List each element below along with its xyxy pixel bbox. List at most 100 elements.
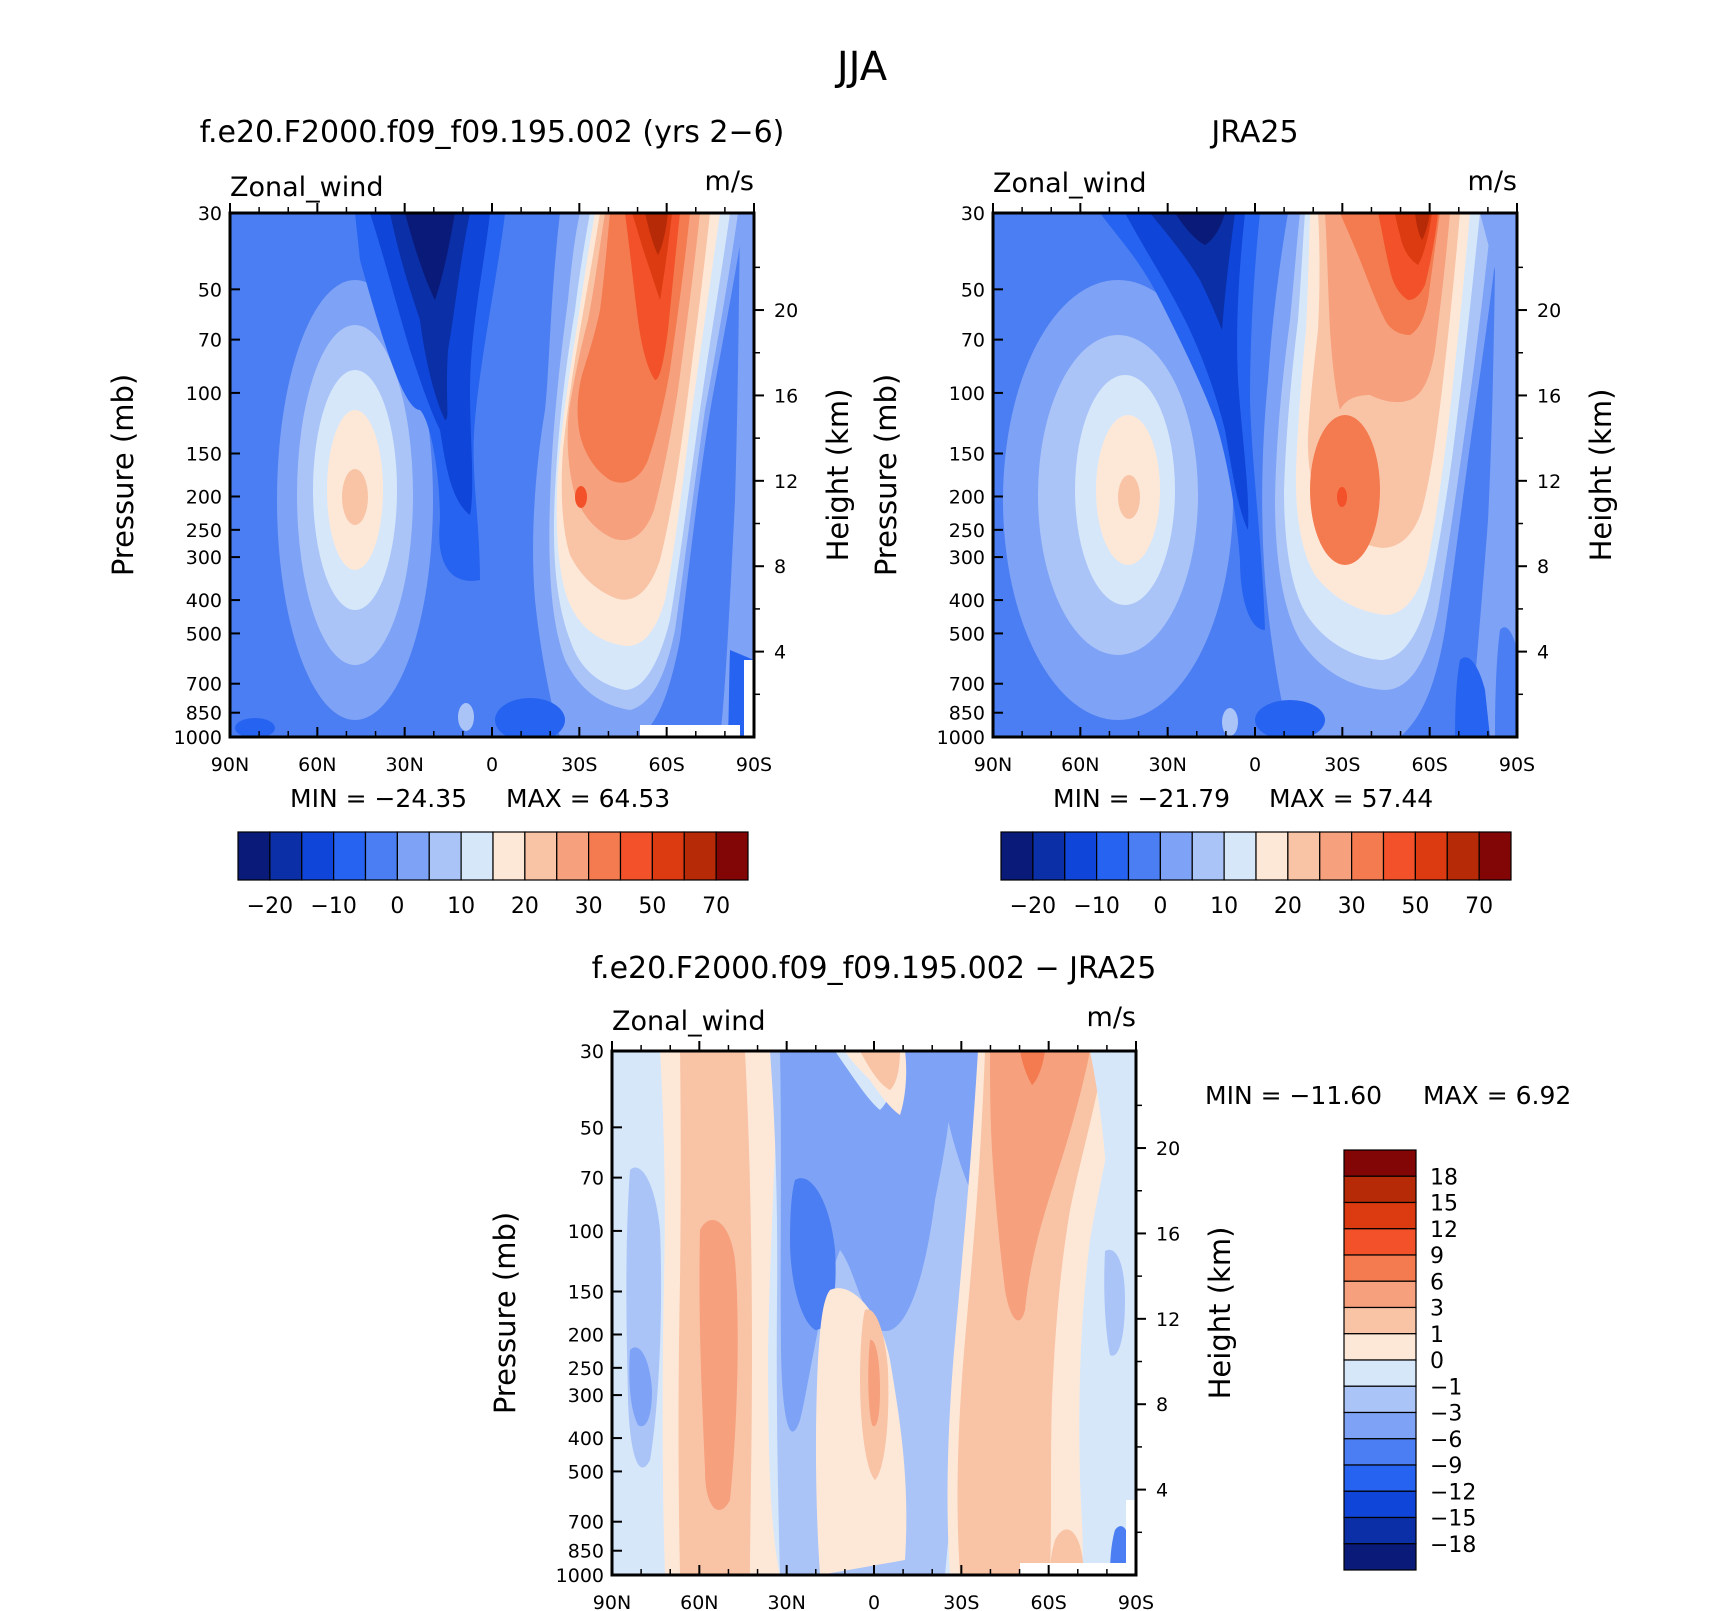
panel-title: f.e20.F2000.f09_f09.195.002 − JRA25 (592, 951, 1157, 986)
y-tick-label: 150 (186, 444, 222, 466)
max-text: MAX = 6.92 (1423, 1081, 1571, 1110)
x-tick-label: 90N (974, 754, 1012, 776)
colorbar-box (1343, 1228, 1417, 1256)
y2-tick-label: 20 (774, 300, 798, 322)
x-tick-label: 0 (1249, 754, 1261, 776)
colorbar-label: −6 (1430, 1428, 1462, 1453)
max-text: MAX = 64.53 (506, 784, 670, 813)
colorbar-label: 70 (702, 894, 730, 919)
y-tick-label: 500 (568, 1461, 604, 1483)
x-tick-label: 0 (868, 1592, 880, 1611)
y-tick-label: 1000 (556, 1565, 604, 1587)
colorbar-box (1478, 831, 1512, 881)
x-tick-label: 0 (486, 754, 498, 776)
colorbar-box (301, 831, 335, 881)
y-tick-label: 200 (186, 486, 222, 508)
colorbar: −20 −10 0 10 20 30 50 70 (1000, 831, 1512, 919)
y2-tick-label: 4 (1537, 642, 1549, 664)
x-tick-label: 60N (680, 1592, 718, 1611)
colorbar-box (237, 831, 271, 881)
colorbar-box (1159, 831, 1193, 881)
units-label: m/s (1087, 1002, 1136, 1033)
y-axis-ticks: 3050701001502002503004005007008501000481… (174, 203, 798, 776)
min-text: MIN = −11.60 (1205, 1081, 1382, 1110)
y-tick-label: 1000 (174, 727, 222, 749)
y-tick-label: 850 (949, 703, 985, 725)
x-tick-label: 60N (298, 754, 336, 776)
colorbar-label: 18 (1430, 1165, 1458, 1190)
colorbar-label: 20 (511, 894, 539, 919)
colorbar-box (651, 831, 685, 881)
x-tick-label: 90S (1118, 1592, 1154, 1611)
colorbar-label: 50 (638, 894, 666, 919)
colorbar-label: 0 (390, 894, 404, 919)
x-tick-label: 30N (767, 1592, 805, 1611)
y-tick-label: 150 (949, 444, 985, 466)
y-tick-label: 500 (186, 623, 222, 645)
y-tick-label: 50 (198, 279, 222, 301)
y-tick-label: 300 (568, 1385, 604, 1407)
colorbar-box (1127, 831, 1161, 881)
x-tick-label: 60N (1061, 754, 1099, 776)
colorbar-box (556, 831, 590, 881)
colorbar-box (269, 831, 303, 881)
y2-tick-label: 4 (774, 642, 786, 664)
y-axis-ticks: 3050701001502002503004005007008501000481… (556, 1041, 1180, 1611)
x-tick-label: 60S (1031, 1592, 1067, 1611)
y2-tick-label: 12 (1156, 1309, 1180, 1331)
x-tick-label: 30N (385, 754, 423, 776)
colorbar-label: −10 (1073, 894, 1119, 919)
y2-tick-label: 4 (1156, 1480, 1168, 1502)
colorbar-box (428, 831, 462, 881)
colorbar-label: 30 (575, 894, 603, 919)
x-tick-label: 30S (561, 754, 597, 776)
y-tick-label: 150 (568, 1282, 604, 1304)
colorbar-box (1343, 1385, 1417, 1414)
colorbar-label: 3 (1430, 1297, 1444, 1322)
y2-axis-label: Height (km) (1584, 389, 1618, 562)
colorbar-box (1064, 831, 1098, 881)
y-tick-label: 700 (949, 674, 985, 696)
x-tick-label: 30N (1148, 754, 1186, 776)
colorbar-box (588, 831, 622, 881)
colorbar-label: −18 (1430, 1533, 1476, 1558)
colorbar-box (396, 831, 430, 881)
units-label: m/s (705, 166, 754, 197)
y-tick-label: 30 (961, 203, 985, 225)
y-axis-ticks: 3050701001502002503004005007008501000481… (937, 203, 1561, 776)
panel-model: f.e20.F2000.f09_f09.195.002 (yrs 2−6) Zo… (106, 115, 855, 919)
colorbar-label: 0 (1153, 894, 1167, 919)
colorbar-label: 30 (1338, 894, 1366, 919)
colorbar-label: 12 (1430, 1218, 1458, 1243)
y-tick-label: 70 (580, 1168, 604, 1190)
colorbar-box (1343, 1490, 1417, 1519)
colorbar-box (492, 831, 526, 881)
colorbar-box (524, 831, 558, 881)
colorbar-box (1351, 831, 1385, 881)
y-tick-label: 30 (580, 1041, 604, 1063)
colorbar-box (1000, 831, 1034, 881)
colorbar-box (1191, 831, 1225, 881)
y2-tick-label: 16 (1156, 1223, 1180, 1245)
x-tick-label: 90S (1499, 754, 1535, 776)
y2-axis-label: Height (km) (1203, 1227, 1237, 1400)
colorbar-box (460, 831, 494, 881)
colorbar-box (1287, 831, 1321, 881)
colorbar-box (619, 831, 653, 881)
contour-field (612, 1051, 1136, 1575)
y2-tick-label: 16 (1537, 385, 1561, 407)
colorbar-label: 9 (1430, 1244, 1444, 1269)
y-tick-label: 100 (949, 383, 985, 405)
y-tick-label: 850 (568, 1541, 604, 1563)
colorbar-box (1343, 1543, 1417, 1571)
colorbar-box (1343, 1333, 1417, 1361)
colorbar-label: −15 (1430, 1507, 1476, 1532)
y-tick-label: 700 (186, 674, 222, 696)
y-tick-label: 100 (568, 1221, 604, 1243)
page-title: JJA (834, 44, 888, 90)
x-tick-label: 90S (736, 754, 772, 776)
y2-tick-label: 12 (774, 471, 798, 493)
y-tick-label: 700 (568, 1512, 604, 1534)
contour-field (230, 213, 754, 737)
colorbar-label: 70 (1465, 894, 1493, 919)
